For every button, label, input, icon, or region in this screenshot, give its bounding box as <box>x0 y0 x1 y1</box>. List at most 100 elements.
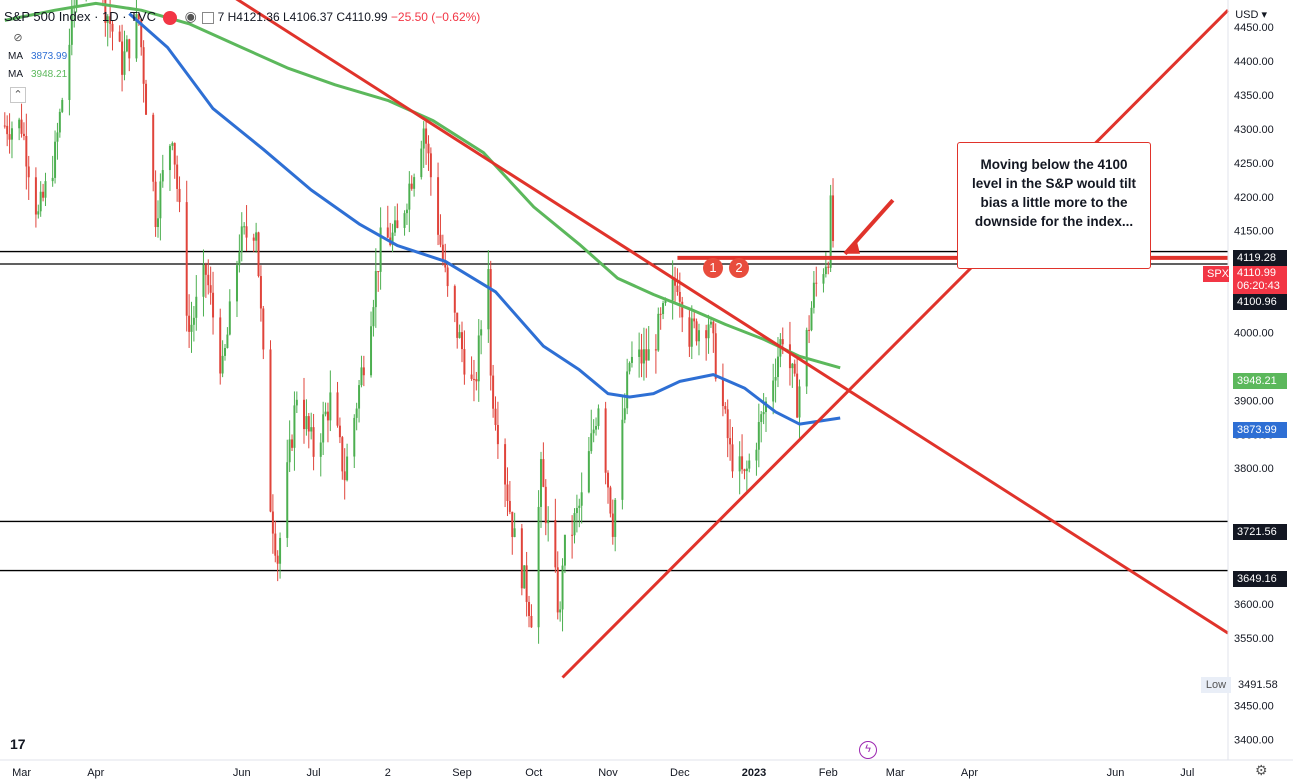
tradingview-logo[interactable]: 17 <box>10 736 26 752</box>
candle-body-22 <box>75 0 78 7</box>
x-tick-label-2: Jun <box>233 767 251 779</box>
candle-body-171 <box>575 507 578 514</box>
spx-countdown: 06:20:43 <box>1237 280 1280 292</box>
candle-body-213 <box>714 333 717 379</box>
x-tick-label-14: Jul <box>1180 767 1194 779</box>
candle-body-117 <box>393 220 396 233</box>
candle-body-238 <box>798 386 801 418</box>
candle-body-195 <box>657 313 660 351</box>
currency-selector[interactable]: USD ▾ <box>1235 9 1267 21</box>
candle-body-101 <box>341 437 344 472</box>
level-tag-4119: 4119.28 <box>1233 250 1287 266</box>
candle-body-0 <box>3 125 6 127</box>
candle-body-109 <box>370 326 373 376</box>
y-tick-label-8: 4000.00 <box>1234 328 1274 340</box>
candle-body-80 <box>271 511 274 534</box>
x-tick-label-8: Dec <box>670 767 690 779</box>
candle-body-11 <box>39 191 42 212</box>
candle-body-188 <box>630 356 633 363</box>
candle-body-242 <box>812 282 815 308</box>
candle-body-103 <box>346 456 349 481</box>
eye-icon[interactable]: ◉ <box>184 8 197 24</box>
candle-body-145 <box>489 269 492 376</box>
ma-green-value: 3948.21 <box>31 69 68 80</box>
candle-body-222 <box>745 468 748 472</box>
candle-body-44 <box>152 114 155 182</box>
candle-body-8 <box>27 166 30 178</box>
candle-body-85 <box>288 439 291 463</box>
ma-blue-value: 3873.99 <box>31 51 68 62</box>
candle-body-219 <box>738 456 741 472</box>
candle-body-172 <box>578 505 581 508</box>
chart-legend: S&P 500 Index · 1D · TVC ◉ 7 H4121.36 L4… <box>4 8 480 25</box>
ma-blue-legend[interactable]: MA 3873.99 <box>8 51 67 62</box>
candle-body-140 <box>472 378 475 380</box>
candle-body-61 <box>207 274 210 286</box>
gear-icon[interactable]: ⚙ <box>1255 762 1268 778</box>
currency-label: USD <box>1235 9 1259 21</box>
y-tick-label-14: 3550.00 <box>1234 633 1274 645</box>
candle-body-126 <box>425 128 428 144</box>
candle-body-73 <box>245 226 248 238</box>
candle-body-105 <box>355 408 358 418</box>
ma-green-legend[interactable]: MA 3948.21 <box>8 69 67 80</box>
candle-body-153 <box>513 528 516 538</box>
candle-body-83 <box>279 537 282 564</box>
x-tick-label-1: Apr <box>87 767 104 779</box>
ohlc-close: C4110.99 <box>336 10 388 24</box>
horizontal-levels <box>0 250 1228 572</box>
chevron-up-icon[interactable]: ⌃ <box>10 87 26 103</box>
candle-body-197 <box>662 303 665 315</box>
symbol-title[interactable]: S&P 500 Index · 1D · TVC <box>4 9 156 24</box>
candle-body-41 <box>140 19 143 48</box>
candle-body-199 <box>671 279 674 301</box>
candle-body-244 <box>822 274 825 284</box>
y-tick-label-6: 4150.00 <box>1234 226 1274 238</box>
candle-body-114 <box>386 227 389 238</box>
hide-eye-icon[interactable]: ⊘ <box>10 31 26 47</box>
spx-price: 4110.99 <box>1237 267 1276 279</box>
candle-body-136 <box>458 332 461 338</box>
candle-body-228 <box>765 401 768 413</box>
settings-box-icon[interactable] <box>202 11 215 24</box>
lightning-icon[interactable]: ϟ <box>859 741 877 759</box>
candle-body-51 <box>173 143 176 165</box>
level-tag-3721: 3721.56 <box>1233 524 1287 540</box>
candle-body-58 <box>195 296 198 318</box>
candle-body-212 <box>712 321 715 334</box>
ohlc-high: H4121.36 <box>227 10 280 24</box>
candle-body-178 <box>597 408 600 427</box>
candle-body-68 <box>228 301 231 335</box>
candle-body-50 <box>171 143 174 146</box>
candle-body-155 <box>523 565 526 589</box>
candle-body-75 <box>255 232 258 241</box>
candle-body-207 <box>695 321 698 342</box>
candle-body-63 <box>212 292 215 318</box>
x-tick-label-9: 2023 <box>742 767 766 779</box>
low-label: Low <box>1201 677 1231 693</box>
candle-body-59 <box>202 264 205 297</box>
candle-body-30 <box>104 0 107 23</box>
candle-body-216 <box>726 409 729 439</box>
candle-body-70 <box>238 251 241 266</box>
candle-body-227 <box>762 412 765 415</box>
candle-body-95 <box>322 414 325 443</box>
candle-body-176 <box>592 429 595 434</box>
candle-body-158 <box>530 615 533 628</box>
candle-body-132 <box>444 260 447 268</box>
y-tick-label-5: 4200.00 <box>1234 192 1274 204</box>
candle-body-122 <box>410 183 413 189</box>
candle-body-143 <box>480 329 483 336</box>
x-tick-label-12: Apr <box>961 767 978 779</box>
candle-body-107 <box>360 367 363 386</box>
candle-body-94 <box>319 442 322 457</box>
x-tick-label-11: Mar <box>886 767 905 779</box>
candle-body-106 <box>358 385 361 409</box>
candle-body-190 <box>640 349 643 364</box>
ohlc-open-fragment: 7 <box>217 10 225 24</box>
candle-body-130 <box>439 234 442 245</box>
candle-body-160 <box>539 459 542 507</box>
candle-body-62 <box>209 285 212 293</box>
candle-body-182 <box>611 513 614 537</box>
